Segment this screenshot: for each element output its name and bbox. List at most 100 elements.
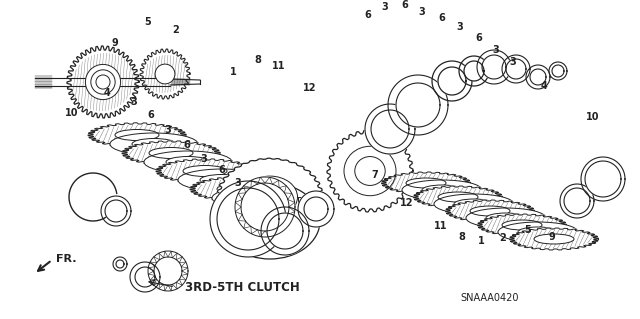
Text: 6: 6 xyxy=(438,13,445,23)
Ellipse shape xyxy=(234,192,278,204)
Text: 2: 2 xyxy=(173,25,179,35)
Text: 9: 9 xyxy=(548,232,556,242)
Ellipse shape xyxy=(149,147,193,159)
Polygon shape xyxy=(506,59,526,79)
Text: 7: 7 xyxy=(372,170,378,180)
Polygon shape xyxy=(445,200,534,222)
Polygon shape xyxy=(235,177,295,237)
Polygon shape xyxy=(304,197,328,221)
Text: 6: 6 xyxy=(219,165,225,175)
Text: 3RD-5TH CLUTCH: 3RD-5TH CLUTCH xyxy=(185,281,300,294)
Polygon shape xyxy=(105,200,127,222)
Polygon shape xyxy=(217,188,279,250)
Text: 8: 8 xyxy=(459,232,465,242)
Polygon shape xyxy=(477,214,566,236)
Polygon shape xyxy=(432,61,472,101)
Polygon shape xyxy=(140,49,190,99)
Polygon shape xyxy=(552,65,564,77)
Ellipse shape xyxy=(200,174,244,186)
Text: 3: 3 xyxy=(419,7,426,17)
Text: 3: 3 xyxy=(131,97,138,107)
Polygon shape xyxy=(327,130,413,212)
Ellipse shape xyxy=(344,146,396,196)
Text: 10: 10 xyxy=(65,108,79,118)
Ellipse shape xyxy=(243,176,298,218)
Text: 6: 6 xyxy=(148,110,154,120)
Text: 10: 10 xyxy=(586,112,600,122)
Text: 8: 8 xyxy=(255,55,261,65)
Polygon shape xyxy=(530,69,546,85)
Text: 9: 9 xyxy=(111,38,118,48)
Polygon shape xyxy=(482,55,506,79)
Polygon shape xyxy=(560,184,594,218)
Polygon shape xyxy=(298,191,334,227)
Text: FR.: FR. xyxy=(56,254,77,264)
Ellipse shape xyxy=(183,166,227,176)
Ellipse shape xyxy=(422,185,462,195)
Polygon shape xyxy=(502,55,530,83)
Polygon shape xyxy=(371,110,409,148)
Text: 11: 11 xyxy=(272,61,285,71)
Polygon shape xyxy=(101,196,131,226)
Text: 3: 3 xyxy=(381,2,388,12)
Polygon shape xyxy=(464,61,484,81)
Polygon shape xyxy=(122,141,220,165)
Ellipse shape xyxy=(355,157,385,185)
Polygon shape xyxy=(148,251,188,291)
Polygon shape xyxy=(35,78,170,86)
Ellipse shape xyxy=(498,222,578,242)
Polygon shape xyxy=(388,75,448,135)
Text: 3: 3 xyxy=(456,22,463,32)
Text: 3: 3 xyxy=(164,125,172,135)
Text: 12: 12 xyxy=(400,198,413,208)
Polygon shape xyxy=(585,161,621,197)
Text: 1: 1 xyxy=(477,236,484,246)
Ellipse shape xyxy=(96,75,110,89)
Ellipse shape xyxy=(502,220,542,230)
Text: 5: 5 xyxy=(525,225,531,235)
Ellipse shape xyxy=(85,64,120,100)
Polygon shape xyxy=(116,260,124,268)
Ellipse shape xyxy=(534,234,574,244)
Text: 12: 12 xyxy=(303,83,317,93)
Polygon shape xyxy=(438,67,466,95)
Polygon shape xyxy=(135,267,155,287)
Polygon shape xyxy=(564,188,590,214)
Ellipse shape xyxy=(155,64,175,84)
Polygon shape xyxy=(217,158,323,236)
Ellipse shape xyxy=(470,206,510,216)
Ellipse shape xyxy=(406,178,446,188)
Polygon shape xyxy=(526,65,550,89)
Polygon shape xyxy=(581,157,625,201)
Polygon shape xyxy=(365,104,415,154)
Ellipse shape xyxy=(166,157,210,167)
Ellipse shape xyxy=(91,70,115,94)
Text: 4: 4 xyxy=(541,81,547,91)
Polygon shape xyxy=(88,123,186,147)
Polygon shape xyxy=(67,46,139,118)
Text: 3: 3 xyxy=(200,154,207,164)
Ellipse shape xyxy=(110,133,198,155)
Text: 6: 6 xyxy=(365,10,371,20)
Text: 6: 6 xyxy=(184,140,190,150)
Polygon shape xyxy=(477,50,511,84)
Text: 6: 6 xyxy=(476,33,483,43)
Polygon shape xyxy=(156,159,254,183)
Polygon shape xyxy=(509,228,598,250)
Polygon shape xyxy=(267,213,303,249)
Text: 1: 1 xyxy=(230,67,236,77)
Polygon shape xyxy=(549,62,567,80)
Ellipse shape xyxy=(486,213,526,223)
Text: SNAAA0420: SNAAA0420 xyxy=(461,293,519,303)
Text: 3: 3 xyxy=(493,45,499,55)
Ellipse shape xyxy=(220,159,320,235)
Ellipse shape xyxy=(454,199,494,209)
Polygon shape xyxy=(130,262,160,292)
Text: 4: 4 xyxy=(104,88,110,98)
Text: 2: 2 xyxy=(500,233,506,243)
Ellipse shape xyxy=(220,183,320,259)
Polygon shape xyxy=(69,173,117,221)
Polygon shape xyxy=(381,172,470,194)
Text: 3: 3 xyxy=(509,57,516,67)
Ellipse shape xyxy=(212,187,300,209)
